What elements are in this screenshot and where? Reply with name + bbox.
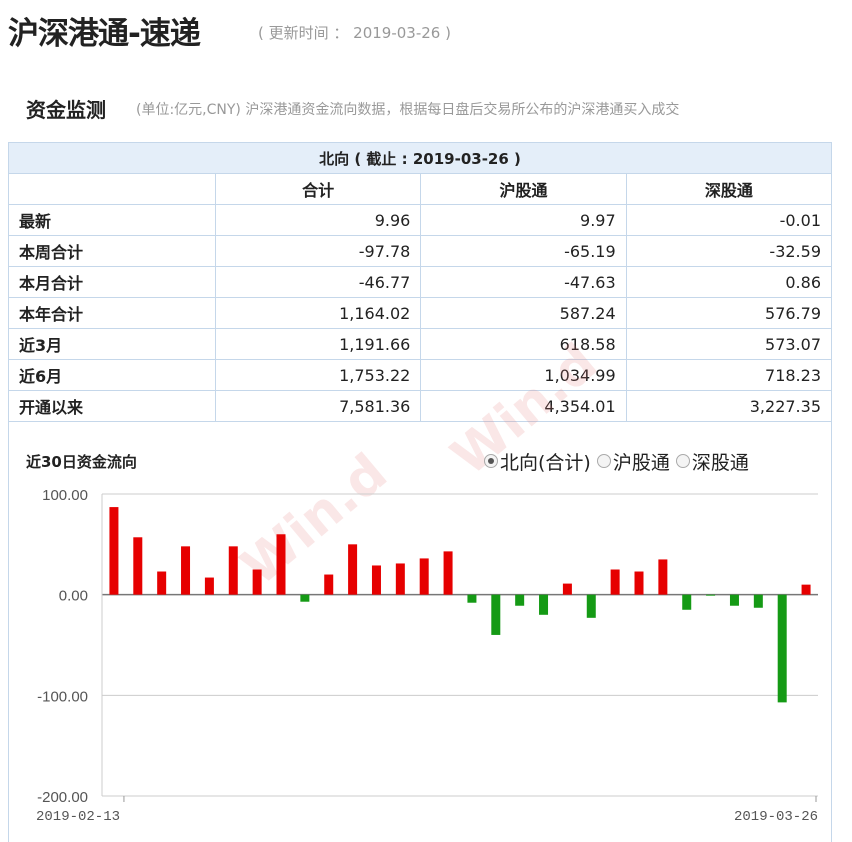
cell-value: 9.97 <box>420 204 627 236</box>
column-header: 沪股通 <box>420 173 627 205</box>
bar <box>228 546 238 595</box>
bar <box>539 594 549 615</box>
table-row: 本年合计 1,164.02 587.24 576.79 <box>8 297 833 329</box>
cell-value: -47.63 <box>420 266 627 298</box>
table-row: 近6月 1,753.22 1,034.99 718.23 <box>8 359 833 391</box>
cell-value: -65.19 <box>420 235 627 267</box>
bar <box>204 577 214 595</box>
cell-value: -32.59 <box>625 235 833 267</box>
bar <box>586 594 596 618</box>
cell-value: 587.24 <box>420 297 627 329</box>
bar <box>395 563 405 595</box>
column-header: 深股通 <box>625 173 833 205</box>
x-tick-label: 2019-03-26 <box>734 809 818 825</box>
cell-value: -46.77 <box>214 266 422 298</box>
cell-value: 3,227.35 <box>625 390 833 422</box>
legend-sh[interactable]: 沪股通 <box>596 448 670 475</box>
table-row: 近3月 1,191.66 618.58 573.07 <box>8 328 833 360</box>
row-label: 开通以来 <box>8 390 216 422</box>
bar <box>682 594 692 610</box>
bar <box>133 537 143 595</box>
cell-value: 573.07 <box>625 328 833 360</box>
table-row: 本月合计 -46.77 -47.63 0.86 <box>8 266 833 298</box>
bar <box>515 594 525 606</box>
bar <box>658 559 668 595</box>
update-time: ( 更新时间 ： 2019-03-26 ) <box>258 24 451 42</box>
bar <box>419 558 429 595</box>
cell-value: 576.79 <box>625 297 833 329</box>
row-label: 本年合计 <box>8 297 216 329</box>
bar <box>252 569 262 595</box>
row-label: 本周合计 <box>8 235 216 267</box>
bar <box>157 571 167 595</box>
bar <box>729 594 739 606</box>
bar <box>562 583 572 595</box>
cell-value: 9.96 <box>214 204 422 236</box>
cell-value: 618.58 <box>420 328 627 360</box>
y-tick-label: 0.00 <box>59 588 88 605</box>
northbound-table: 北向 ( 截止 : 2019-03-26 ) 合计 沪股通 深股通 最新 9.96 9.… <box>8 142 833 422</box>
row-label: 近3月 <box>8 328 216 360</box>
cell-value: 1,164.02 <box>214 297 422 329</box>
x-tick-label: 2019-02-13 <box>36 809 120 825</box>
flow-bar-chart: 100.00 0.00 -100.00 -200.00 2019-02-13 2019-0… <box>36 487 818 825</box>
bar <box>181 546 191 595</box>
column-header <box>8 173 216 205</box>
bar <box>300 594 310 602</box>
chart-title: 近30日资金流向 <box>26 453 137 471</box>
chart-legend: 北向(合计) 沪股通 深股通 <box>484 448 749 475</box>
bar <box>491 594 501 635</box>
bar <box>753 594 763 608</box>
legend-sz[interactable]: 深股通 <box>675 448 749 475</box>
table-row: 最新 9.96 9.97 -0.01 <box>8 204 833 236</box>
bar <box>109 507 119 595</box>
radio-icon[interactable] <box>596 454 611 468</box>
table-row: 开通以来 7,581.36 4,354.01 3,227.35 <box>8 390 833 422</box>
column-header: 合计 <box>214 173 422 205</box>
bar <box>324 574 334 595</box>
cell-value: 7,581.36 <box>214 390 422 422</box>
row-label: 近6月 <box>8 359 216 391</box>
cell-value: 1,191.66 <box>214 328 422 360</box>
y-tick-label: -100.00 <box>37 688 88 705</box>
radio-icon[interactable] <box>675 454 690 468</box>
cell-value: -0.01 <box>625 204 833 236</box>
y-tick-label: -200.00 <box>37 789 88 806</box>
cell-value: 4,354.01 <box>420 390 627 422</box>
bar <box>777 594 787 703</box>
row-label: 本月合计 <box>8 266 216 298</box>
cell-value: 0.86 <box>625 266 833 298</box>
cell-value: 718.23 <box>625 359 833 391</box>
y-tick-label: 100.00 <box>42 487 88 504</box>
bar <box>348 544 358 595</box>
bar <box>610 569 620 595</box>
row-label: 最新 <box>8 204 216 236</box>
cell-value: -97.78 <box>214 235 422 267</box>
bar <box>801 584 811 595</box>
bar <box>443 551 453 595</box>
bar <box>634 571 644 595</box>
bar <box>371 565 381 595</box>
bar <box>276 534 286 595</box>
radio-icon[interactable] <box>484 454 498 468</box>
table-row: 本周合计 -97.78 -65.19 -32.59 <box>8 235 833 267</box>
page-title: 沪深港通-速递 <box>8 16 201 52</box>
table-caption: 北向 ( 截止 : 2019-03-26 ) <box>8 142 832 174</box>
cell-value: 1,753.22 <box>214 359 422 391</box>
section-note: (单位:亿元,CNY) 沪深港通资金流向数据，根据每日盘后交易所公布的沪深港通买… <box>136 102 680 118</box>
bar <box>706 594 716 596</box>
legend-north-total[interactable]: 北向(合计) <box>484 448 591 475</box>
cell-value: 1,034.99 <box>420 359 627 391</box>
bar <box>467 594 477 603</box>
section-title: 资金监测 <box>26 98 106 122</box>
